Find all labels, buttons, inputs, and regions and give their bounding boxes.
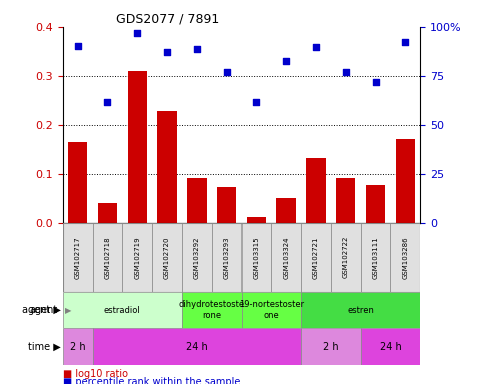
Text: GSM103292: GSM103292 — [194, 236, 200, 278]
Bar — [68, 142, 87, 223]
Point — [401, 38, 409, 45]
Bar — [390, 223, 420, 292]
Point — [74, 43, 82, 50]
Text: 2 h: 2 h — [70, 341, 85, 352]
Bar — [247, 217, 266, 223]
Text: estren: estren — [347, 306, 374, 314]
Point — [312, 45, 320, 51]
Text: ▶: ▶ — [65, 306, 71, 314]
Text: dihydrotestoste
rone: dihydrotestoste rone — [179, 300, 245, 320]
Bar — [157, 111, 177, 223]
Text: GSM103111: GSM103111 — [372, 236, 379, 279]
Bar — [396, 139, 415, 223]
Point — [342, 70, 350, 76]
Text: ■ log10 ratio: ■ log10 ratio — [63, 369, 128, 379]
Text: GSM102717: GSM102717 — [75, 236, 81, 279]
Text: GSM103293: GSM103293 — [224, 236, 229, 279]
Bar — [306, 158, 326, 223]
Bar — [122, 223, 152, 292]
Text: GSM103286: GSM103286 — [402, 236, 408, 279]
Point — [282, 58, 290, 64]
Bar — [301, 292, 420, 328]
Text: GDS2077 / 7891: GDS2077 / 7891 — [116, 13, 220, 26]
Bar — [242, 292, 301, 328]
Point — [253, 99, 260, 105]
Bar — [361, 328, 420, 365]
Bar — [271, 223, 301, 292]
Text: agent ▶: agent ▶ — [22, 305, 60, 315]
Text: ■ percentile rank within the sample: ■ percentile rank within the sample — [63, 377, 240, 384]
Bar — [152, 223, 182, 292]
Bar — [361, 223, 390, 292]
Bar — [63, 223, 93, 292]
Bar — [242, 223, 271, 292]
Bar — [366, 185, 385, 223]
Bar — [331, 223, 361, 292]
Text: GSM102719: GSM102719 — [134, 236, 140, 279]
Bar — [301, 328, 361, 365]
Bar — [98, 203, 117, 223]
Bar — [301, 223, 331, 292]
Point — [104, 99, 112, 105]
Text: 19-nortestoster
one: 19-nortestoster one — [239, 300, 304, 320]
Bar — [187, 178, 207, 223]
Text: GSM103324: GSM103324 — [283, 236, 289, 278]
Text: GSM102722: GSM102722 — [343, 236, 349, 278]
Text: GSM102718: GSM102718 — [104, 236, 111, 279]
Text: GSM102721: GSM102721 — [313, 236, 319, 278]
Bar — [182, 292, 242, 328]
Text: 2 h: 2 h — [323, 341, 339, 352]
Point — [163, 49, 171, 55]
Text: 24 h: 24 h — [186, 341, 208, 352]
Text: estradiol: estradiol — [104, 306, 141, 314]
Bar — [93, 328, 301, 365]
Bar — [182, 223, 212, 292]
Bar — [93, 223, 122, 292]
Bar — [276, 198, 296, 223]
Text: 24 h: 24 h — [380, 341, 401, 352]
Bar — [217, 187, 236, 223]
Bar — [63, 328, 93, 365]
Point — [193, 46, 201, 53]
Point — [372, 79, 380, 85]
Text: GSM103315: GSM103315 — [254, 236, 259, 279]
Bar — [336, 178, 355, 223]
Text: GSM102720: GSM102720 — [164, 236, 170, 278]
Point — [223, 70, 230, 76]
Text: agent: agent — [30, 305, 58, 315]
Bar — [63, 292, 182, 328]
Bar — [212, 223, 242, 292]
Text: time ▶: time ▶ — [28, 341, 60, 352]
Point — [133, 30, 141, 36]
Bar — [128, 71, 147, 223]
